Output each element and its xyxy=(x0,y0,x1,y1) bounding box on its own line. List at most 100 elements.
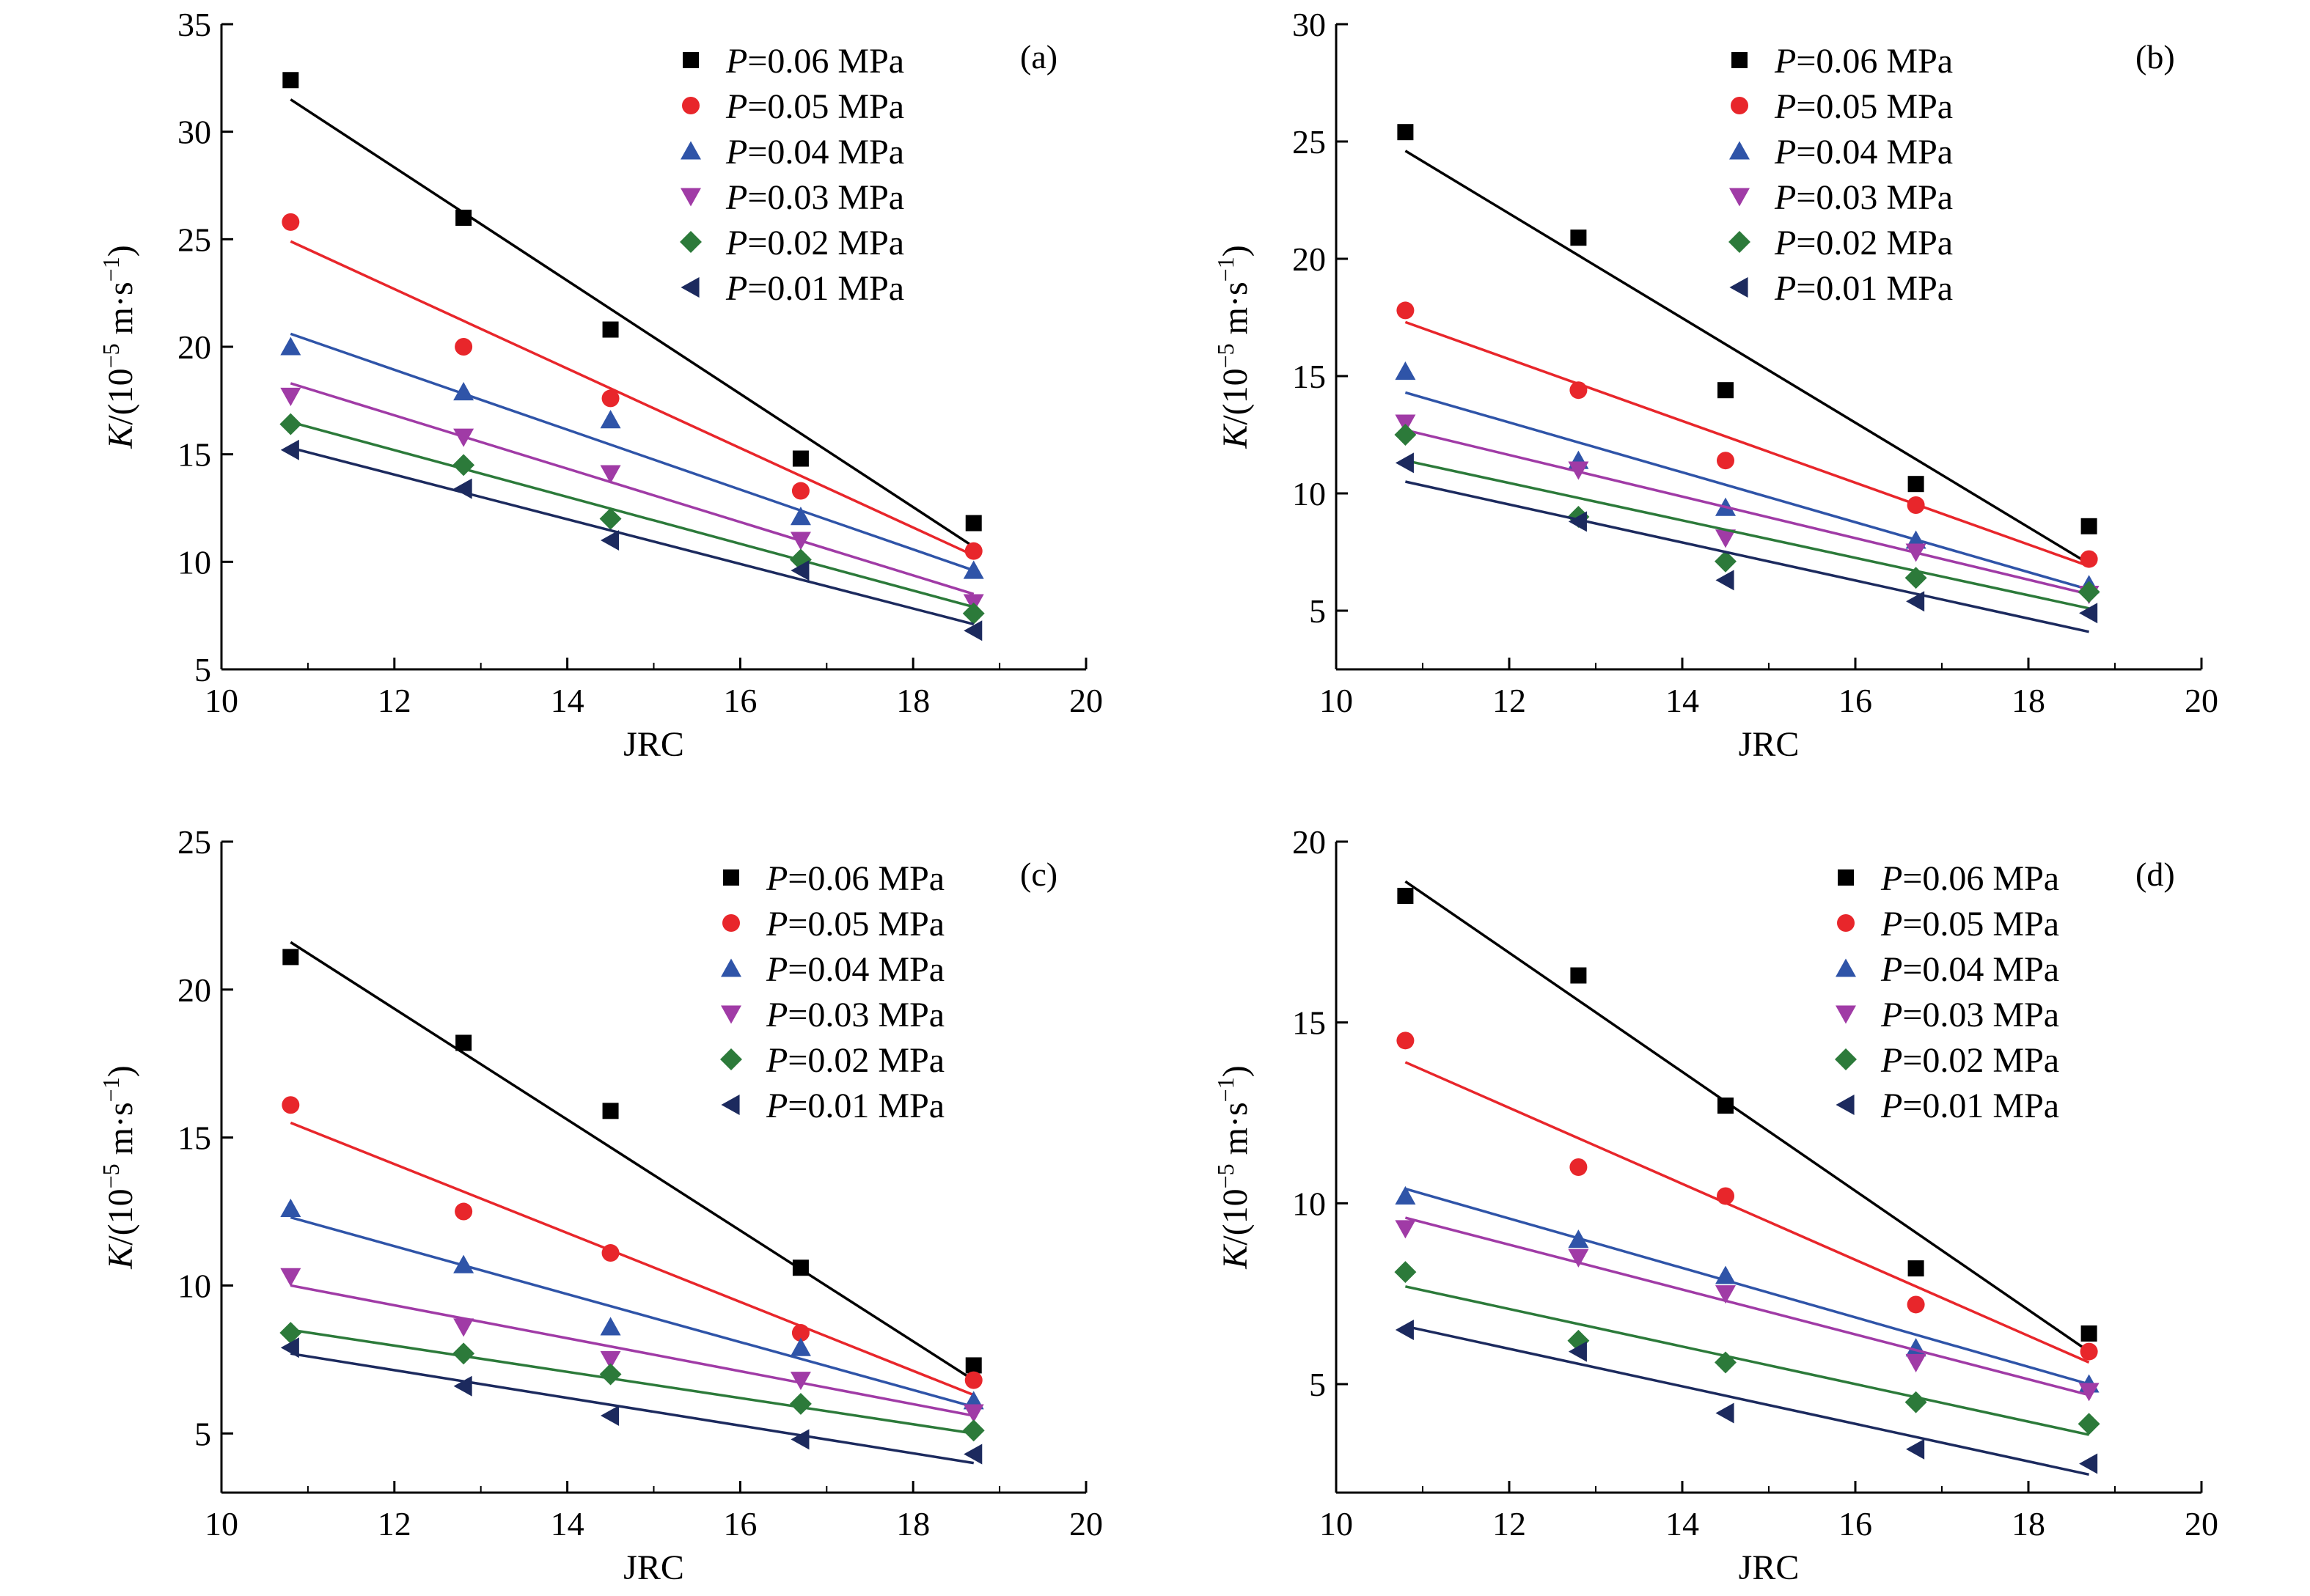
legend-entry: P=0.01 MPa xyxy=(1774,269,1953,308)
fit-line-series-1 xyxy=(290,941,975,1382)
data-point-series-2 xyxy=(964,542,983,560)
data-point-series-5 xyxy=(1904,567,1927,589)
legend-marker-series-4 xyxy=(721,1005,741,1024)
x-axis-title: JRC xyxy=(623,725,684,764)
legend-entry: P=0.06 MPa xyxy=(1774,42,1953,81)
fit-line-series-4 xyxy=(1404,1216,2090,1397)
y-axis-title: K/(10−5 m·s−1) xyxy=(1212,245,1255,449)
x-tick-label: 12 xyxy=(378,1505,411,1542)
x-tick-label: 14 xyxy=(1665,1505,1699,1542)
legend-marker-series-3 xyxy=(721,958,741,977)
data-point-series-6 xyxy=(964,620,983,641)
x-tick-label: 20 xyxy=(2185,682,2218,719)
data-point-series-1 xyxy=(1397,888,1414,904)
x-tick-label: 18 xyxy=(2012,1505,2045,1542)
fit-line-series-1 xyxy=(1404,880,2090,1353)
data-point-series-6 xyxy=(453,1375,472,1397)
y-tick-label: 20 xyxy=(177,971,211,1009)
data-point-series-2 xyxy=(2080,550,2098,568)
data-point-series-5 xyxy=(1394,424,1417,446)
data-point-series-6 xyxy=(1395,452,1414,474)
data-point-series-5 xyxy=(1567,1329,1590,1352)
y-tick-label: 15 xyxy=(177,436,211,474)
data-point-series-6 xyxy=(791,1429,810,1450)
data-point-series-5 xyxy=(1715,1351,1737,1374)
y-tick-label: 30 xyxy=(1292,6,1326,43)
y-tick-label: 35 xyxy=(177,6,211,43)
data-point-series-6 xyxy=(280,1337,299,1358)
data-point-series-4 xyxy=(963,1404,984,1423)
data-point-series-1 xyxy=(965,515,982,532)
data-point-series-2 xyxy=(964,1371,983,1389)
data-point-series-5 xyxy=(1715,550,1737,573)
x-tick-label: 20 xyxy=(1069,682,1103,719)
legend-marker-series-4 xyxy=(1729,188,1750,207)
data-point-series-4 xyxy=(1905,543,1926,562)
legend: P=0.06 MPa P=0.05 MPa P=0.04 MPa P=0.03 MPa… xyxy=(720,859,945,1125)
data-point-series-3 xyxy=(453,1254,474,1273)
data-point-series-6 xyxy=(1568,511,1587,532)
legend-marker-series-5 xyxy=(1835,1048,1857,1070)
data-point-series-2 xyxy=(601,389,620,408)
x-tick-label: 18 xyxy=(896,682,930,719)
data-point-series-2 xyxy=(1907,496,1925,514)
data-point-series-2 xyxy=(1907,1295,1925,1314)
fit-line-series-1 xyxy=(1404,150,2090,565)
data-point-series-5 xyxy=(789,1392,812,1415)
x-tick-label: 20 xyxy=(2185,1505,2218,1542)
panel-label: (b) xyxy=(2135,38,2175,76)
y-tick-label: 10 xyxy=(177,1267,211,1304)
data-point-series-5 xyxy=(599,1363,622,1386)
data-point-series-1 xyxy=(792,1259,809,1276)
data-point-series-1 xyxy=(282,72,299,89)
x-tick-label: 20 xyxy=(1069,1505,1103,1542)
data-point-series-4 xyxy=(1715,1285,1736,1304)
data-point-series-1 xyxy=(455,1034,472,1051)
data-point-series-6 xyxy=(601,530,620,551)
data-point-series-2 xyxy=(1396,301,1415,320)
fit-line-series-6 xyxy=(290,446,975,626)
data-point-series-6 xyxy=(1568,1341,1587,1362)
fit-line-series-4 xyxy=(1404,428,2090,596)
y-axis-title: K/(10−5 m·s−1) xyxy=(1212,1065,1255,1269)
data-point-series-1 xyxy=(602,1103,619,1119)
legend-marker-series-6 xyxy=(681,277,700,298)
legend-marker-series-6 xyxy=(721,1095,740,1115)
y-tick-label: 5 xyxy=(194,1415,211,1452)
data-point-series-1 xyxy=(1907,476,1924,493)
data-point-series-3 xyxy=(280,1198,301,1218)
chart-panel-b: 10 12 14 16 18 20 5 10 15 20 25 30 JRC K/(10−5 m·s−1)… xyxy=(1212,6,2218,764)
chart-panel-c: 10 12 14 16 18 20 5 10 15 20 25 JRC K/(10−5 m·s−1) (c… xyxy=(98,823,1103,1587)
data-point-series-3 xyxy=(790,1337,811,1356)
fit-line-series-6 xyxy=(1405,1325,2089,1477)
x-tick-label: 14 xyxy=(551,682,584,719)
x-tick-label: 16 xyxy=(1838,1505,1872,1542)
data-point-series-4 xyxy=(1905,1353,1926,1372)
data-point-series-5 xyxy=(599,507,622,530)
fit-line-series-3 xyxy=(1404,391,2090,591)
data-point-series-3 xyxy=(1395,1185,1416,1205)
data-point-series-2 xyxy=(1569,381,1588,400)
data-point-series-2 xyxy=(791,482,810,500)
data-point-series-2 xyxy=(455,338,473,356)
legend-marker-series-1 xyxy=(1731,52,1748,68)
legend-entry: P=0.04 MPa xyxy=(766,950,945,989)
y-tick-label: 5 xyxy=(1309,592,1326,630)
data-point-series-6 xyxy=(2079,603,2098,624)
x-tick-label: 18 xyxy=(896,1505,930,1542)
x-tick-label: 10 xyxy=(205,1505,238,1542)
x-tick-label: 10 xyxy=(205,682,238,719)
legend-entry: P=0.05 MPa xyxy=(766,905,945,944)
fit-line-series-2 xyxy=(290,1121,975,1397)
x-axis-title: JRC xyxy=(1739,1548,1800,1587)
data-point-series-4 xyxy=(790,532,811,551)
x-tick-label: 12 xyxy=(1492,682,1526,719)
y-tick-label: 25 xyxy=(177,221,211,258)
data-point-series-5 xyxy=(1904,1391,1927,1413)
legend-entry: P=0.01 MPa xyxy=(725,269,904,308)
legend-marker-series-4 xyxy=(1836,1005,1856,1024)
data-point-series-6 xyxy=(1906,591,1925,612)
legend-entry: P=0.03 MPa xyxy=(766,996,945,1034)
x-tick-label: 14 xyxy=(551,1505,584,1542)
